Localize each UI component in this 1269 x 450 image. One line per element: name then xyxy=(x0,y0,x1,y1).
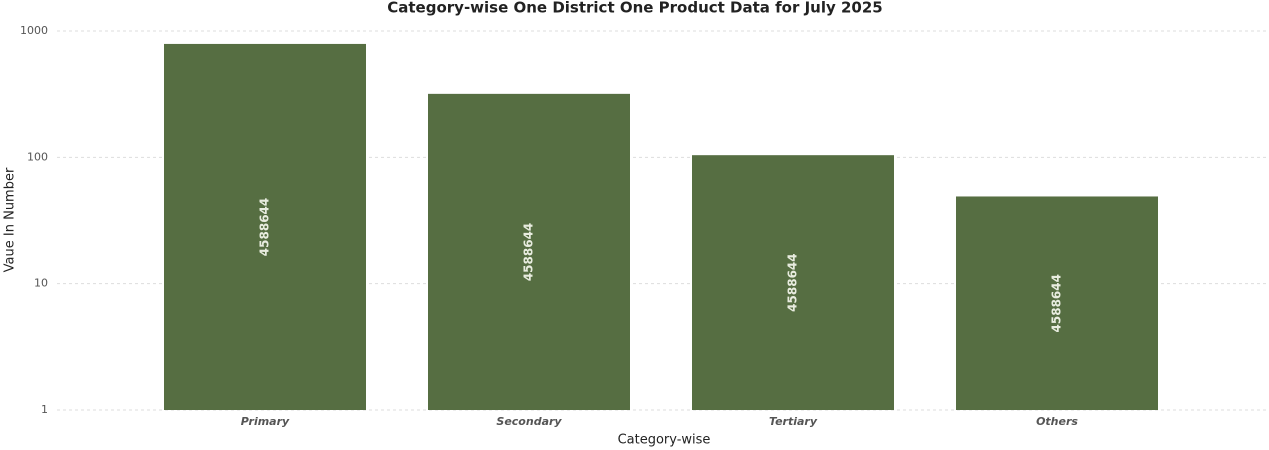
bar xyxy=(164,43,366,411)
y-tick-label: 100 xyxy=(27,150,48,163)
bar-text: 4588644 xyxy=(522,223,536,281)
bar-text: 4588644 xyxy=(1050,274,1064,332)
chart-title: Category-wise One District One Product D… xyxy=(387,0,883,17)
x-tick-label: Secondary xyxy=(496,415,562,428)
x-tick-label: Primary xyxy=(241,415,290,428)
y-axis-label: Vaue In Number xyxy=(3,167,18,272)
bar xyxy=(956,196,1158,410)
x-tick-label: Tertiary xyxy=(769,415,818,428)
x-tick-label: Others xyxy=(1036,415,1078,428)
y-tick-label: 10 xyxy=(34,277,48,290)
bar xyxy=(692,155,894,410)
bar xyxy=(428,93,630,410)
bar-text: 4588644 xyxy=(786,253,800,311)
bar-text: 4588644 xyxy=(258,198,272,256)
y-tick-label: 1 xyxy=(41,403,48,416)
y-tick-label: 1000 xyxy=(20,24,48,37)
x-axis-label: Category-wise xyxy=(618,433,711,448)
